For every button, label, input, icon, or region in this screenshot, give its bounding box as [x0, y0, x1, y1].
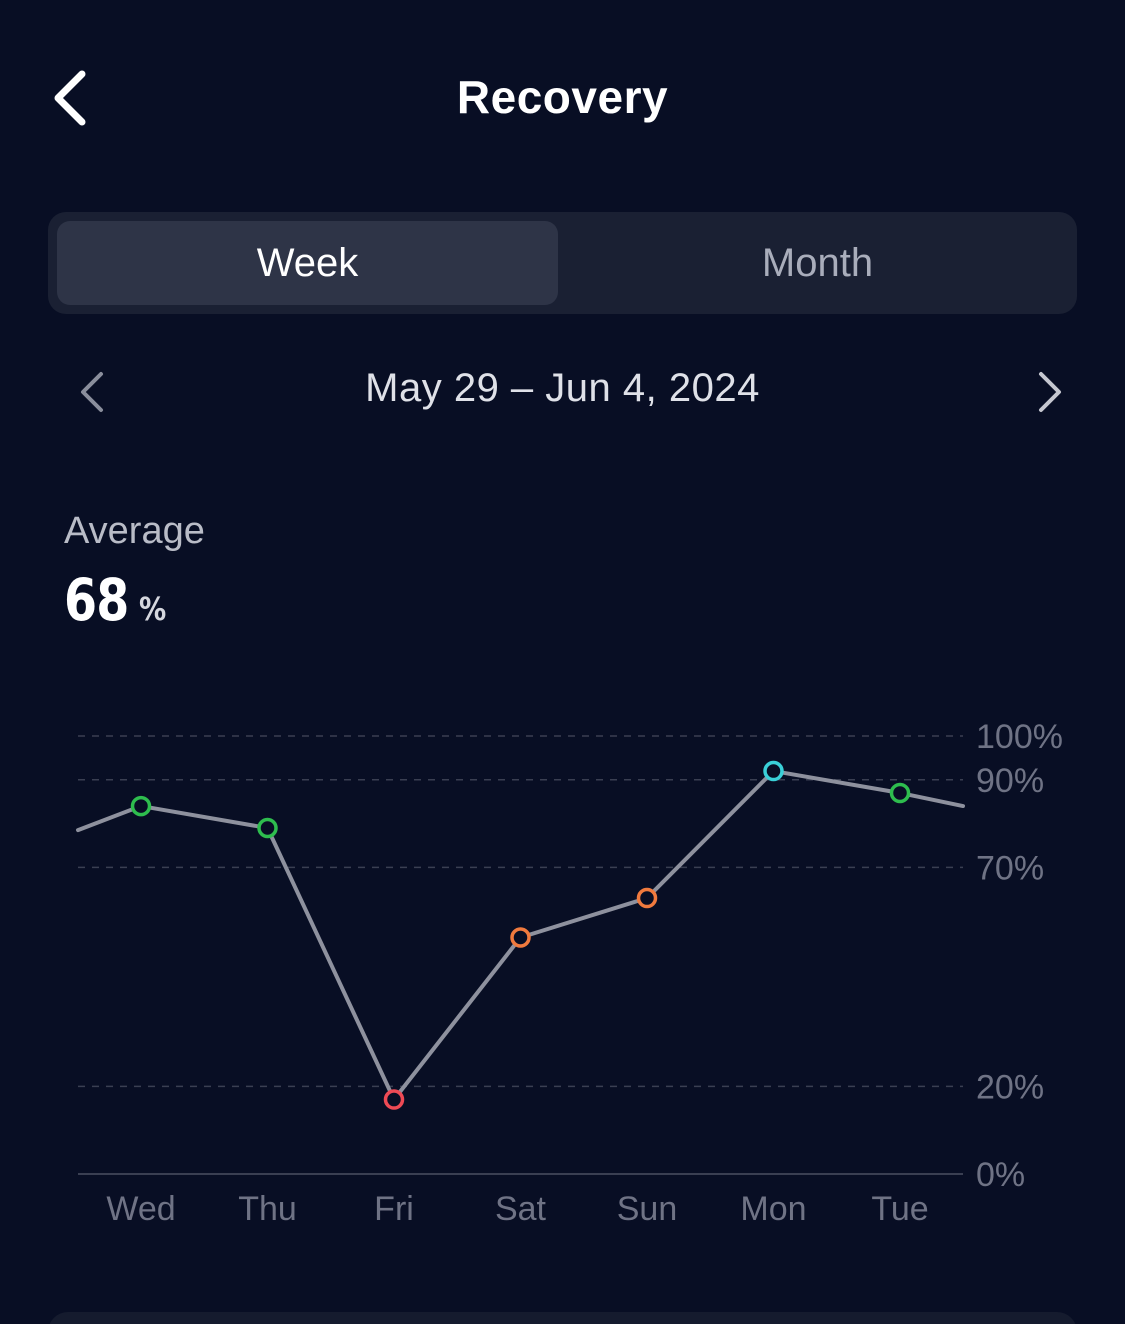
bottom-card — [48, 1312, 1077, 1324]
previous-week-button[interactable] — [64, 364, 120, 420]
chevron-left-icon — [81, 372, 103, 412]
y-tick-label: 20% — [976, 1068, 1044, 1106]
x-tick-label: Thu — [238, 1190, 297, 1228]
data-point-fri[interactable] — [383, 1089, 405, 1110]
back-button[interactable] — [30, 58, 110, 138]
data-point-sun[interactable] — [636, 887, 658, 909]
tab-month[interactable]: Month — [761, 240, 874, 285]
x-tick-label: Sat — [495, 1190, 547, 1228]
x-tick-label: Wed — [106, 1190, 175, 1228]
y-tick-label: 70% — [976, 849, 1044, 887]
x-tick-label: Tue — [871, 1190, 928, 1228]
average-unit: % — [138, 590, 166, 628]
tab-week[interactable]: Week — [57, 221, 558, 305]
x-tick-label: Fri — [374, 1190, 414, 1228]
recovery-line-chart: 100% 90% 70% 20% 0% Wed Thu Fri Sat Sun Mon Tue — [76, 718, 1063, 1228]
next-week-button[interactable] — [1022, 364, 1078, 420]
date-range-label: May 29 – Jun 4, 2024 — [365, 366, 760, 410]
y-tick-label: 100% — [976, 718, 1063, 756]
period-segmented-control: Week Month — [48, 212, 1077, 314]
average-value: 68 — [64, 566, 129, 634]
date-navigator: May 29 – Jun 4, 2024 — [0, 350, 1125, 430]
page-title: Recovery — [456, 71, 669, 123]
data-point-thu[interactable] — [257, 817, 278, 839]
nav-bar: Recovery — [0, 40, 1125, 160]
average-value-group: 68 % — [64, 566, 171, 634]
data-point-sat[interactable] — [510, 927, 531, 948]
chevron-right-icon — [1039, 372, 1061, 412]
average-label: Average — [64, 510, 205, 552]
y-tick-label: 90% — [976, 762, 1044, 800]
x-tick-label: Mon — [740, 1190, 806, 1228]
chevron-left-icon — [54, 70, 86, 126]
data-point-mon[interactable] — [763, 760, 784, 782]
x-tick-label: Sun — [617, 1190, 678, 1228]
y-tick-label: 0% — [976, 1156, 1025, 1194]
data-point-tue[interactable] — [889, 782, 911, 804]
data-point-wed[interactable] — [130, 795, 152, 817]
